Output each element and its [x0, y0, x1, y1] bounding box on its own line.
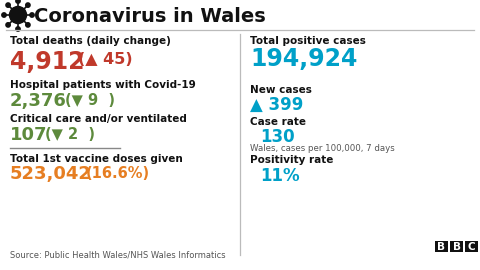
Circle shape	[10, 6, 26, 23]
Text: B: B	[437, 241, 445, 251]
Circle shape	[6, 3, 10, 7]
Text: (▼ 9  ): (▼ 9 )	[65, 93, 115, 108]
Text: 4,912: 4,912	[10, 50, 84, 74]
Text: Total positive cases: Total positive cases	[250, 36, 366, 46]
FancyBboxPatch shape	[435, 241, 448, 252]
Circle shape	[2, 13, 6, 17]
FancyBboxPatch shape	[465, 241, 478, 252]
Circle shape	[26, 3, 30, 7]
Text: Total deaths (daily change): Total deaths (daily change)	[10, 36, 171, 46]
Text: 523,042: 523,042	[10, 165, 92, 183]
Text: 130: 130	[260, 128, 295, 146]
Text: C: C	[468, 241, 475, 251]
Text: (▼ 2  ): (▼ 2 )	[45, 127, 95, 142]
Circle shape	[26, 23, 30, 27]
Text: ▲ 399: ▲ 399	[250, 96, 303, 114]
FancyBboxPatch shape	[450, 241, 463, 252]
Circle shape	[16, 27, 20, 31]
Text: 11%: 11%	[260, 167, 300, 185]
Text: Hospital patients with Covid-19: Hospital patients with Covid-19	[10, 80, 196, 90]
Text: Wales, cases per 100,000, 7 days: Wales, cases per 100,000, 7 days	[250, 144, 395, 153]
Text: Coronavirus in Wales: Coronavirus in Wales	[34, 7, 266, 26]
Text: 194,924: 194,924	[250, 47, 358, 71]
Text: Case rate: Case rate	[250, 117, 306, 127]
Text: (16.6%): (16.6%)	[86, 166, 150, 181]
Text: 2,376: 2,376	[10, 92, 67, 110]
Text: Positivity rate: Positivity rate	[250, 155, 334, 165]
Text: Critical care and/or ventilated: Critical care and/or ventilated	[10, 114, 187, 124]
Text: Source: Public Health Wales/NHS Wales Informatics: Source: Public Health Wales/NHS Wales In…	[10, 250, 226, 259]
Text: New cases: New cases	[250, 85, 312, 95]
Text: (▲ 45): (▲ 45)	[78, 52, 132, 67]
Circle shape	[30, 13, 34, 17]
Text: Total 1st vaccine doses given: Total 1st vaccine doses given	[10, 154, 183, 164]
Text: B: B	[453, 241, 460, 251]
Circle shape	[6, 23, 10, 27]
Circle shape	[16, 0, 20, 3]
Text: 107: 107	[10, 126, 48, 144]
